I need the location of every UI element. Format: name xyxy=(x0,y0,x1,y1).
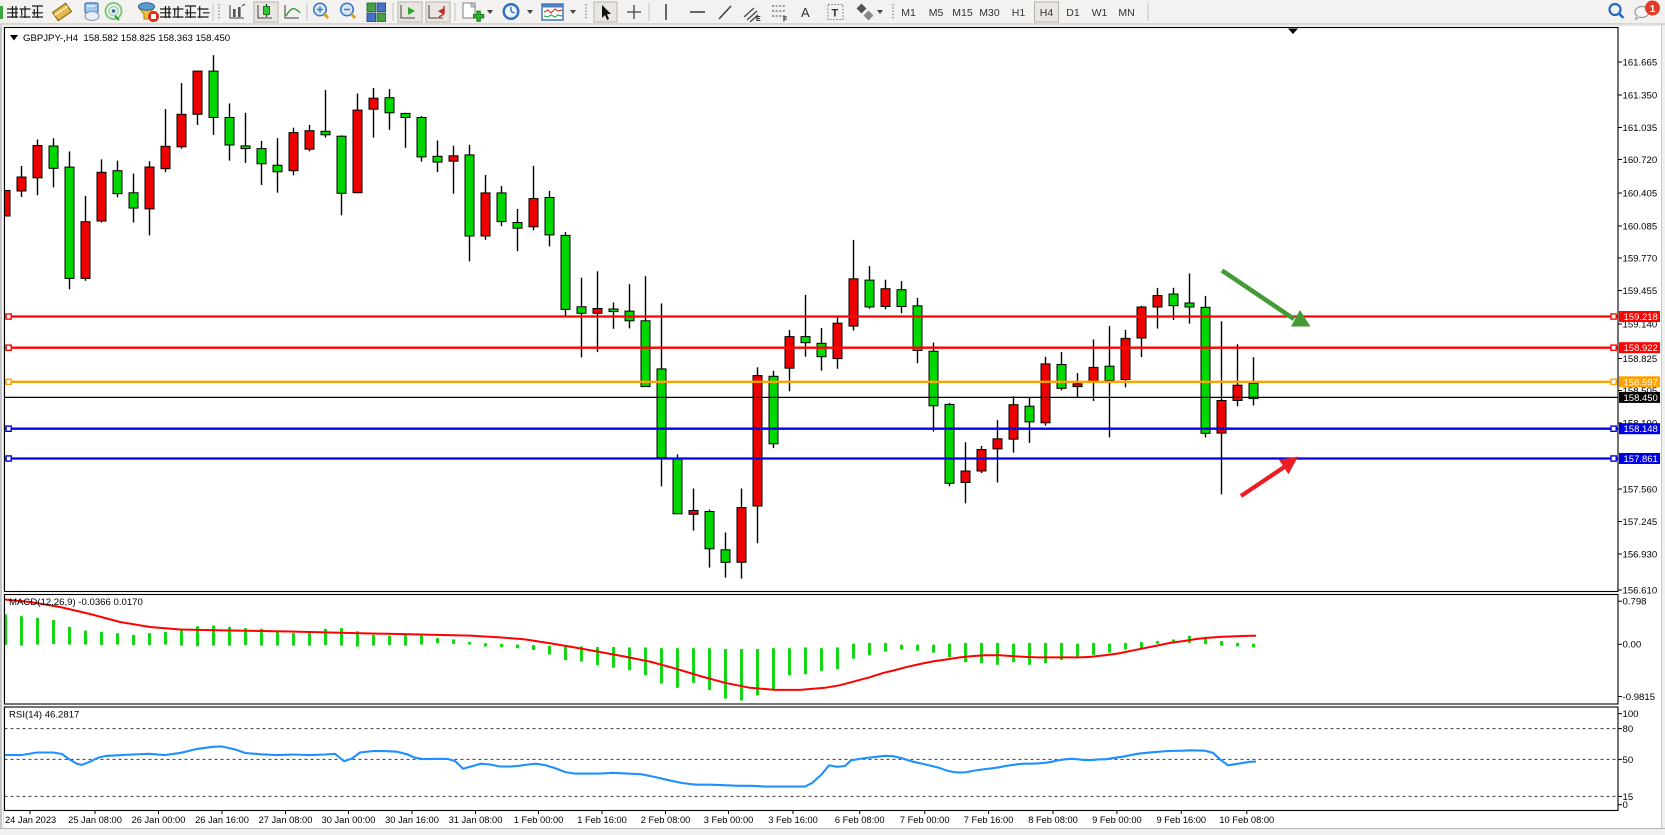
svg-text:156.930: 156.930 xyxy=(1623,549,1658,560)
svg-text:158.922: 158.922 xyxy=(1624,343,1658,354)
svg-text:160.405: 160.405 xyxy=(1623,188,1658,199)
svg-text:160.720: 160.720 xyxy=(1623,155,1658,166)
svg-text:0.00: 0.00 xyxy=(1623,640,1642,651)
svg-text:1: 1 xyxy=(1650,3,1656,15)
svg-text:M1: M1 xyxy=(901,7,916,19)
svg-text:161.350: 161.350 xyxy=(1623,90,1658,101)
svg-text:100: 100 xyxy=(1623,709,1639,720)
svg-text:30 Jan 16:00: 30 Jan 16:00 xyxy=(385,815,439,825)
svg-text:MN: MN xyxy=(1118,7,1134,19)
svg-text:M5: M5 xyxy=(929,7,944,19)
svg-text:6 Feb 08:00: 6 Feb 08:00 xyxy=(835,815,885,825)
svg-text:GBPJPY-,H4 158.582 158.825 15: GBPJPY-,H4 158.582 158.825 158.363 158.4… xyxy=(23,33,230,44)
svg-text:160.085: 160.085 xyxy=(1623,221,1658,232)
svg-text:1 Feb 00:00: 1 Feb 00:00 xyxy=(514,815,564,825)
svg-text:E: E xyxy=(756,16,761,23)
svg-text:27 Jan 08:00: 27 Jan 08:00 xyxy=(259,815,313,825)
svg-text:T: T xyxy=(832,8,839,20)
svg-text:80: 80 xyxy=(1623,724,1634,735)
svg-text:24 Jan 2023: 24 Jan 2023 xyxy=(5,815,56,825)
svg-text:9 Feb 16:00: 9 Feb 16:00 xyxy=(1156,815,1206,825)
svg-text:159.218: 159.218 xyxy=(1624,312,1658,323)
svg-text:26 Jan 16:00: 26 Jan 16:00 xyxy=(195,815,249,825)
svg-text:3 Feb 00:00: 3 Feb 00:00 xyxy=(704,815,754,825)
svg-text:-0.9815: -0.9815 xyxy=(1623,692,1656,703)
svg-text:RSI(14) 46.2817: RSI(14) 46.2817 xyxy=(9,710,79,721)
svg-text:A: A xyxy=(801,5,810,20)
svg-text:50: 50 xyxy=(1623,755,1634,766)
svg-text:159.455: 159.455 xyxy=(1623,286,1658,297)
svg-text:30 Jan 00:00: 30 Jan 00:00 xyxy=(322,815,376,825)
svg-text:H4: H4 xyxy=(1040,7,1054,19)
svg-text:10 Feb 08:00: 10 Feb 08:00 xyxy=(1219,815,1274,825)
svg-text:159.770: 159.770 xyxy=(1623,253,1658,264)
svg-text:9 Feb 00:00: 9 Feb 00:00 xyxy=(1092,815,1142,825)
svg-text:W1: W1 xyxy=(1092,7,1108,19)
svg-text:161.665: 161.665 xyxy=(1623,57,1658,68)
svg-text:158.825: 158.825 xyxy=(1623,354,1658,365)
svg-text:H1: H1 xyxy=(1012,7,1026,19)
svg-text:7 Feb 00:00: 7 Feb 00:00 xyxy=(900,815,950,825)
svg-text:0.798: 0.798 xyxy=(1623,597,1647,608)
svg-text:31 Jan 08:00: 31 Jan 08:00 xyxy=(449,815,503,825)
svg-text:26 Jan 00:00: 26 Jan 00:00 xyxy=(132,815,186,825)
svg-text:M30: M30 xyxy=(979,7,1000,19)
svg-text:2 Feb 08:00: 2 Feb 08:00 xyxy=(641,815,691,825)
svg-text:161.035: 161.035 xyxy=(1623,123,1658,134)
svg-text:D1: D1 xyxy=(1066,7,1080,19)
svg-text:MACD(12,26,9) -0.0366 0.0170: MACD(12,26,9) -0.0366 0.0170 xyxy=(9,597,143,608)
svg-text:M15: M15 xyxy=(952,7,973,19)
svg-text:25 Jan 08:00: 25 Jan 08:00 xyxy=(68,815,122,825)
svg-text:157.560: 157.560 xyxy=(1623,484,1658,495)
svg-text:158.450: 158.450 xyxy=(1624,393,1658,404)
svg-text:158.505: 158.505 xyxy=(1623,386,1658,397)
svg-text:158.148: 158.148 xyxy=(1624,424,1658,435)
svg-text:158.597: 158.597 xyxy=(1624,377,1658,388)
svg-text:3 Feb 16:00: 3 Feb 16:00 xyxy=(768,815,818,825)
svg-text:8 Feb 08:00: 8 Feb 08:00 xyxy=(1028,815,1078,825)
svg-text:156.610: 156.610 xyxy=(1623,585,1658,596)
svg-text:157.861: 157.861 xyxy=(1624,454,1658,465)
svg-text:15: 15 xyxy=(1623,792,1634,803)
svg-text:0: 0 xyxy=(1623,800,1628,811)
svg-text:157.245: 157.245 xyxy=(1623,517,1658,528)
svg-text:159.140: 159.140 xyxy=(1623,319,1658,330)
svg-text:1 Feb 16:00: 1 Feb 16:00 xyxy=(577,815,627,825)
svg-text:F: F xyxy=(783,17,788,24)
svg-text:7 Feb 16:00: 7 Feb 16:00 xyxy=(964,815,1014,825)
